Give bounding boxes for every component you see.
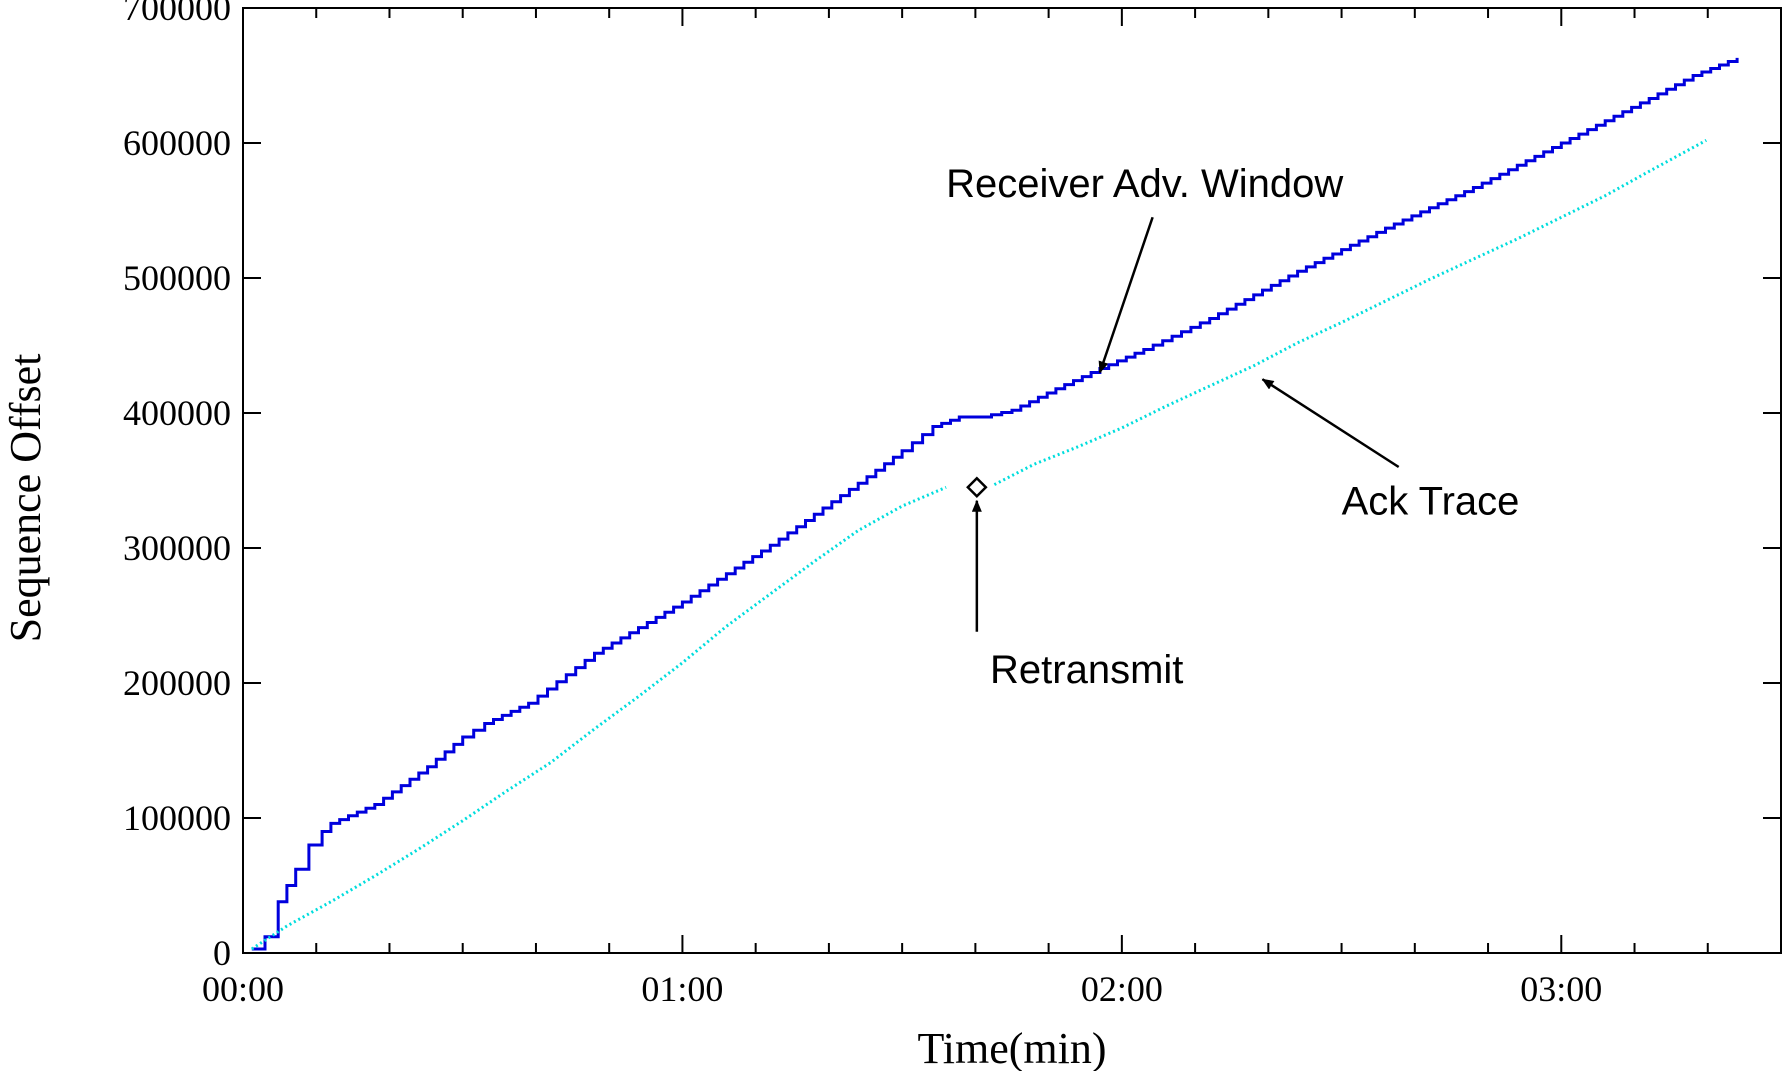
y-tick-label: 600000 [123, 123, 231, 163]
y-axis-ticks: 0 100000 200000 300000 400000 500000 600000 700… [123, 0, 1781, 973]
annotation-label-0: Receiver Adv. Window [946, 162, 1343, 206]
y-tick-label: 0 [213, 933, 231, 973]
y-tick-label: 100000 [123, 798, 231, 838]
x-axis-ticks: 00:00 01:00 02:00 03:00 [202, 8, 1782, 1009]
annotation-arrow-0 [1098, 216, 1154, 374]
series-line-0 [251, 57, 1739, 951]
annotation-label-2: Retransmit [990, 648, 1183, 692]
x-tick-label: 02:00 [1081, 969, 1163, 1009]
y-tick-label: 200000 [123, 663, 231, 703]
retransmit-marker-0 [966, 476, 988, 499]
marker-layer [966, 476, 988, 499]
x-tick-label: 03:00 [1520, 969, 1602, 1009]
x-tick-label: 01:00 [641, 969, 723, 1009]
annotation-layer: Receiver Adv. Window Ack Trace Retransmit [946, 162, 1519, 692]
x-axis-title: Time(min) [917, 1024, 1106, 1071]
y-tick-label: 300000 [123, 528, 231, 568]
plot-area-frame [242, 7, 1782, 954]
y-tick-label: 500000 [123, 258, 231, 298]
annotation-arrow-1 [1261, 378, 1400, 469]
annotation-label-1: Ack Trace [1342, 479, 1520, 523]
x-tick-label: 00:00 [202, 969, 284, 1009]
y-tick-label: 700000 [123, 0, 231, 28]
y-axis-title: Sequence Offset [1, 354, 50, 643]
series-line-1 [250, 485, 947, 951]
y-tick-label: 400000 [123, 393, 231, 433]
series-layer [250, 57, 1739, 951]
